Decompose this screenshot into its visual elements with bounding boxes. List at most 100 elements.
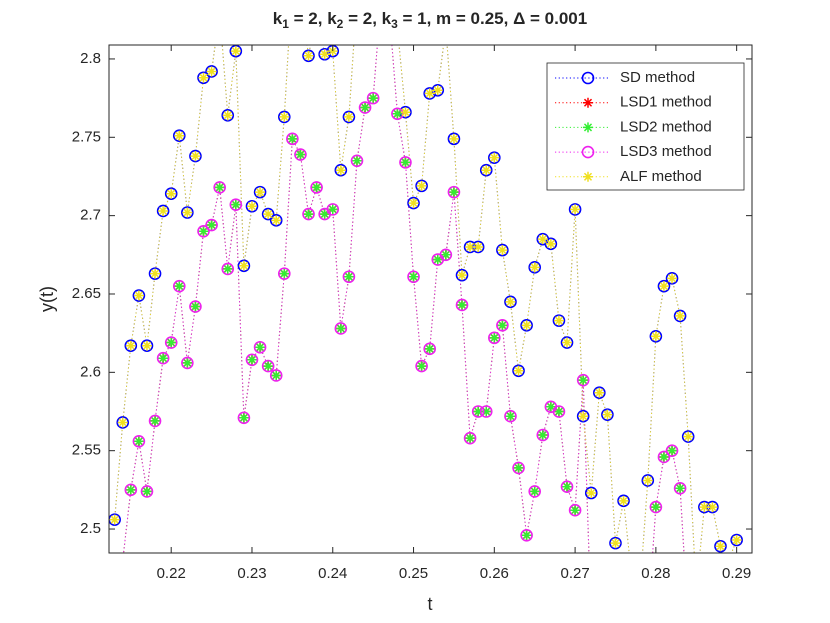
marker-star xyxy=(699,618,709,623)
marker-circle xyxy=(601,408,614,421)
marker-star xyxy=(118,555,128,565)
marker-star xyxy=(311,182,322,193)
marker-star xyxy=(150,268,161,279)
marker-circle xyxy=(295,0,306,2)
marker-star xyxy=(182,207,193,218)
marker-star xyxy=(110,571,120,581)
marker-star xyxy=(707,502,718,513)
marker-star xyxy=(295,149,306,160)
marker-circle xyxy=(181,206,194,219)
marker-star xyxy=(327,204,338,215)
marker-circle xyxy=(642,618,653,623)
marker-circle xyxy=(626,618,637,623)
marker-star xyxy=(658,451,669,462)
marker-star xyxy=(650,331,661,342)
marker-star xyxy=(303,209,314,220)
marker-circle xyxy=(245,353,259,367)
marker-circle xyxy=(488,331,501,345)
marker-star xyxy=(343,271,354,282)
marker-circle xyxy=(560,480,574,494)
title-part: = 1, m = 0.25, Δ = 0.001 xyxy=(398,9,587,28)
marker-star xyxy=(529,262,540,273)
marker-star xyxy=(513,462,524,473)
marker-star xyxy=(583,97,593,108)
marker-star xyxy=(691,618,701,623)
marker-star xyxy=(513,365,524,376)
marker-star xyxy=(489,332,500,343)
marker-star xyxy=(465,433,476,444)
marker-circle xyxy=(253,185,267,199)
marker-star xyxy=(715,618,725,623)
marker-circle xyxy=(602,618,613,623)
marker-star xyxy=(206,66,217,77)
marker-star xyxy=(675,483,686,494)
marker-star xyxy=(473,406,484,417)
marker-star xyxy=(683,431,694,442)
marker-circle xyxy=(294,148,307,161)
marker-star xyxy=(158,205,169,216)
marker-circle xyxy=(447,132,461,146)
marker-circle xyxy=(366,91,380,105)
marker-circle xyxy=(479,405,493,418)
marker-star xyxy=(619,618,629,623)
marker-circle xyxy=(552,405,566,418)
x-tick-label: 0.29 xyxy=(722,565,751,582)
marker-star xyxy=(174,130,185,141)
marker-circle xyxy=(140,485,154,498)
marker-star xyxy=(610,538,621,549)
marker-star xyxy=(707,618,717,623)
legend-label: LSD1 method xyxy=(620,94,712,111)
marker-star xyxy=(166,337,177,348)
marker-star xyxy=(141,486,152,497)
marker-star xyxy=(627,618,637,623)
marker-star xyxy=(537,430,548,441)
marker-circle xyxy=(691,586,702,597)
marker-circle xyxy=(286,132,299,146)
marker-circle xyxy=(576,409,590,423)
marker-circle xyxy=(512,461,525,475)
marker-star xyxy=(222,110,233,121)
marker-star xyxy=(182,357,193,368)
marker-circle xyxy=(617,494,630,508)
marker-star xyxy=(457,299,468,310)
marker-circle xyxy=(172,279,186,293)
x-tick-label: 0.28 xyxy=(641,565,670,582)
marker-star xyxy=(238,412,249,423)
marker-circle xyxy=(723,618,734,623)
marker-star xyxy=(190,151,201,162)
marker-star xyxy=(715,541,726,552)
marker-circle xyxy=(447,185,461,199)
marker-star xyxy=(457,270,468,281)
marker-star xyxy=(408,198,419,209)
marker-circle xyxy=(714,539,727,553)
marker-circle xyxy=(528,485,542,498)
marker-star xyxy=(230,46,241,57)
marker-star xyxy=(246,354,257,365)
marker-star xyxy=(545,238,556,249)
marker-star xyxy=(133,436,144,447)
y-tick-label: 2.8 xyxy=(80,50,101,67)
marker-star xyxy=(715,618,725,623)
marker-star xyxy=(505,411,516,422)
marker-star xyxy=(643,618,653,623)
marker-circle xyxy=(229,45,243,58)
marker-star xyxy=(343,111,354,122)
marker-star xyxy=(602,618,612,623)
marker-star xyxy=(683,618,693,623)
marker-star xyxy=(215,7,225,17)
marker-circle xyxy=(189,300,202,313)
marker-circle xyxy=(610,618,621,623)
marker-star xyxy=(327,46,338,57)
marker-circle xyxy=(269,369,283,382)
marker-star xyxy=(667,273,678,284)
marker-circle xyxy=(237,411,251,425)
x-tick-label: 0.27 xyxy=(560,565,589,582)
marker-star xyxy=(699,502,710,513)
marker-circle xyxy=(576,373,590,387)
marker-circle xyxy=(205,65,218,78)
marker-circle xyxy=(172,129,186,143)
x-tick-label: 0.22 xyxy=(157,565,186,582)
y-tick-label: 2.55 xyxy=(72,442,101,459)
marker-circle xyxy=(302,49,315,63)
marker-star xyxy=(594,618,604,623)
